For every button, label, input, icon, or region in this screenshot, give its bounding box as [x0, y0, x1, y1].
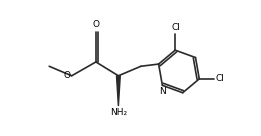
- Text: NH₂: NH₂: [110, 109, 127, 118]
- Text: O: O: [92, 20, 99, 29]
- Text: N: N: [159, 87, 165, 96]
- Text: Cl: Cl: [172, 23, 181, 32]
- Polygon shape: [116, 76, 120, 106]
- Text: O: O: [63, 71, 70, 80]
- Text: Cl: Cl: [216, 74, 224, 83]
